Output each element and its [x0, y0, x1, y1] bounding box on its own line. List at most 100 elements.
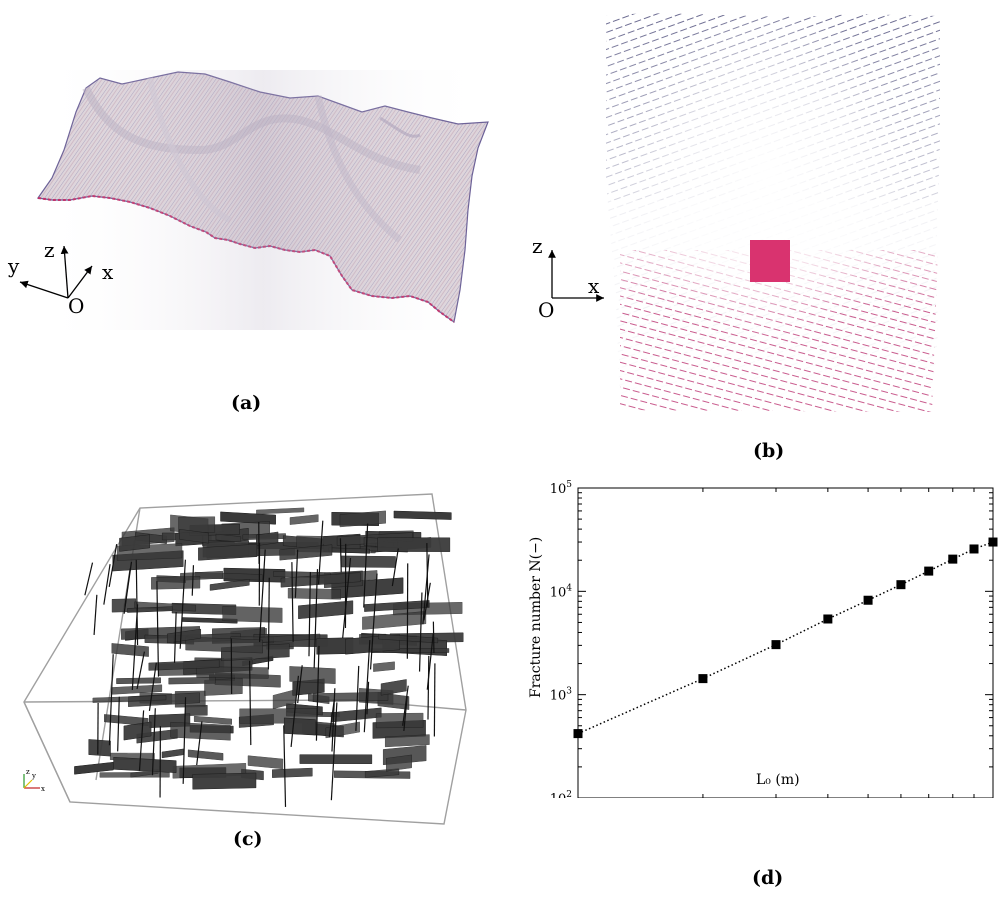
fracture-plane	[384, 734, 430, 748]
fracture-plane	[113, 756, 177, 773]
fracture-trace	[426, 633, 434, 690]
x-axis-title: L₀ (m)	[756, 772, 800, 788]
triad-label-x: x	[41, 785, 45, 793]
fracture-trace	[315, 645, 320, 741]
fracture-plane	[377, 537, 451, 552]
plot-frame	[577, 487, 994, 799]
fracture-trace	[179, 559, 186, 649]
fracture-plane	[187, 749, 224, 761]
data-point	[988, 537, 998, 547]
fracture-trace	[342, 557, 352, 639]
origin-label: O	[68, 294, 85, 318]
fracture-trace	[136, 651, 145, 690]
fracture-trace	[249, 660, 252, 746]
fracture-plane	[378, 633, 439, 644]
fracture-plane	[192, 772, 257, 790]
fracture-plane	[279, 544, 333, 561]
fracture-trace	[403, 696, 408, 732]
fracture-plane	[256, 507, 305, 515]
fracture-plane	[375, 712, 424, 729]
fracture-trace	[363, 640, 371, 733]
fracture-network-render: z x y	[23, 493, 467, 825]
fracture-trace	[84, 562, 94, 596]
fracture-plane	[193, 715, 233, 725]
axis-ticks	[577, 488, 993, 799]
fracture-plane	[161, 748, 184, 759]
fracture-plane	[222, 606, 283, 623]
fracture-trace	[330, 702, 338, 801]
fracture-plane	[325, 721, 360, 739]
panel-a: z x y O	[0, 0, 500, 420]
fracture-plane	[312, 692, 389, 702]
fracture-plane	[196, 666, 269, 679]
fracture-plane	[198, 543, 258, 561]
data-points	[573, 537, 998, 739]
fracture-trace	[124, 568, 131, 607]
y-tick-label: 105	[550, 480, 573, 497]
fracture-trace	[117, 696, 120, 752]
fractures	[74, 507, 464, 807]
fracture-plane	[148, 659, 220, 671]
fracture-trace	[297, 665, 303, 704]
fracture-trace	[182, 697, 187, 784]
fracture-trace	[331, 688, 336, 752]
data-point	[948, 554, 958, 564]
fracture-plane	[74, 761, 114, 775]
fracture-trace	[427, 655, 430, 720]
terrain-surface-render	[36, 70, 489, 330]
fracture-trace	[108, 543, 118, 587]
y-axis-label: y	[8, 254, 20, 278]
fracture-plane	[272, 767, 313, 778]
fracture-plane	[151, 576, 201, 590]
fracture-plane	[362, 611, 427, 630]
fracture-plane	[256, 531, 279, 547]
caption-c: (c)	[233, 828, 263, 850]
caption-b: (b)	[753, 440, 785, 462]
data-point	[823, 614, 833, 624]
data-point	[863, 595, 873, 605]
fracture-plane	[339, 510, 386, 528]
fracture-trace	[313, 569, 319, 669]
y-tick-label: 102	[550, 790, 572, 798]
fracture-trace	[291, 562, 294, 642]
fracture-trace	[196, 721, 203, 766]
fracture-plane	[88, 739, 111, 757]
triad-label-y: y	[31, 772, 36, 780]
fracture-plane	[168, 676, 216, 685]
fracture-trace	[103, 564, 111, 605]
fracture-trace	[267, 577, 270, 670]
fracture-plane	[119, 534, 150, 552]
fracture-trace	[369, 573, 378, 670]
fracture-trace	[283, 725, 287, 807]
panel-c: z x y	[0, 480, 500, 830]
pink-block	[750, 240, 790, 282]
fracture-plane	[247, 755, 284, 770]
fracture-trace	[432, 621, 435, 654]
fracture-trace	[93, 594, 98, 635]
fracture-trace	[363, 523, 369, 608]
fracture-plane	[209, 579, 250, 591]
fracture-plane	[111, 643, 149, 657]
triad-label-z: z	[26, 768, 30, 776]
z-axis-label: z	[44, 238, 55, 262]
fracture-trace	[355, 665, 360, 731]
fracture-plane	[134, 601, 197, 612]
data-point	[969, 544, 979, 554]
x-axis-arrow	[67, 265, 93, 299]
panel-d: 103104102103104105 L₀ (m) Fracture numbe…	[520, 478, 1008, 838]
fracture-trace	[151, 708, 156, 776]
fracture-trace	[339, 538, 342, 573]
x-axis-label: x	[102, 260, 114, 284]
fracture-plane	[385, 754, 412, 772]
origin-label: O	[538, 298, 555, 322]
fracture-trace	[402, 685, 409, 726]
fracture-trace	[258, 549, 266, 642]
fracture-trace	[422, 554, 430, 625]
fracture-plane	[298, 600, 354, 620]
y-tick-label: 103	[550, 687, 573, 704]
data-point	[896, 580, 906, 590]
fracture-plane	[178, 516, 216, 533]
axes-triad-a	[19, 245, 93, 299]
fracture-trace	[173, 612, 177, 663]
axes-triad-b	[548, 250, 604, 302]
